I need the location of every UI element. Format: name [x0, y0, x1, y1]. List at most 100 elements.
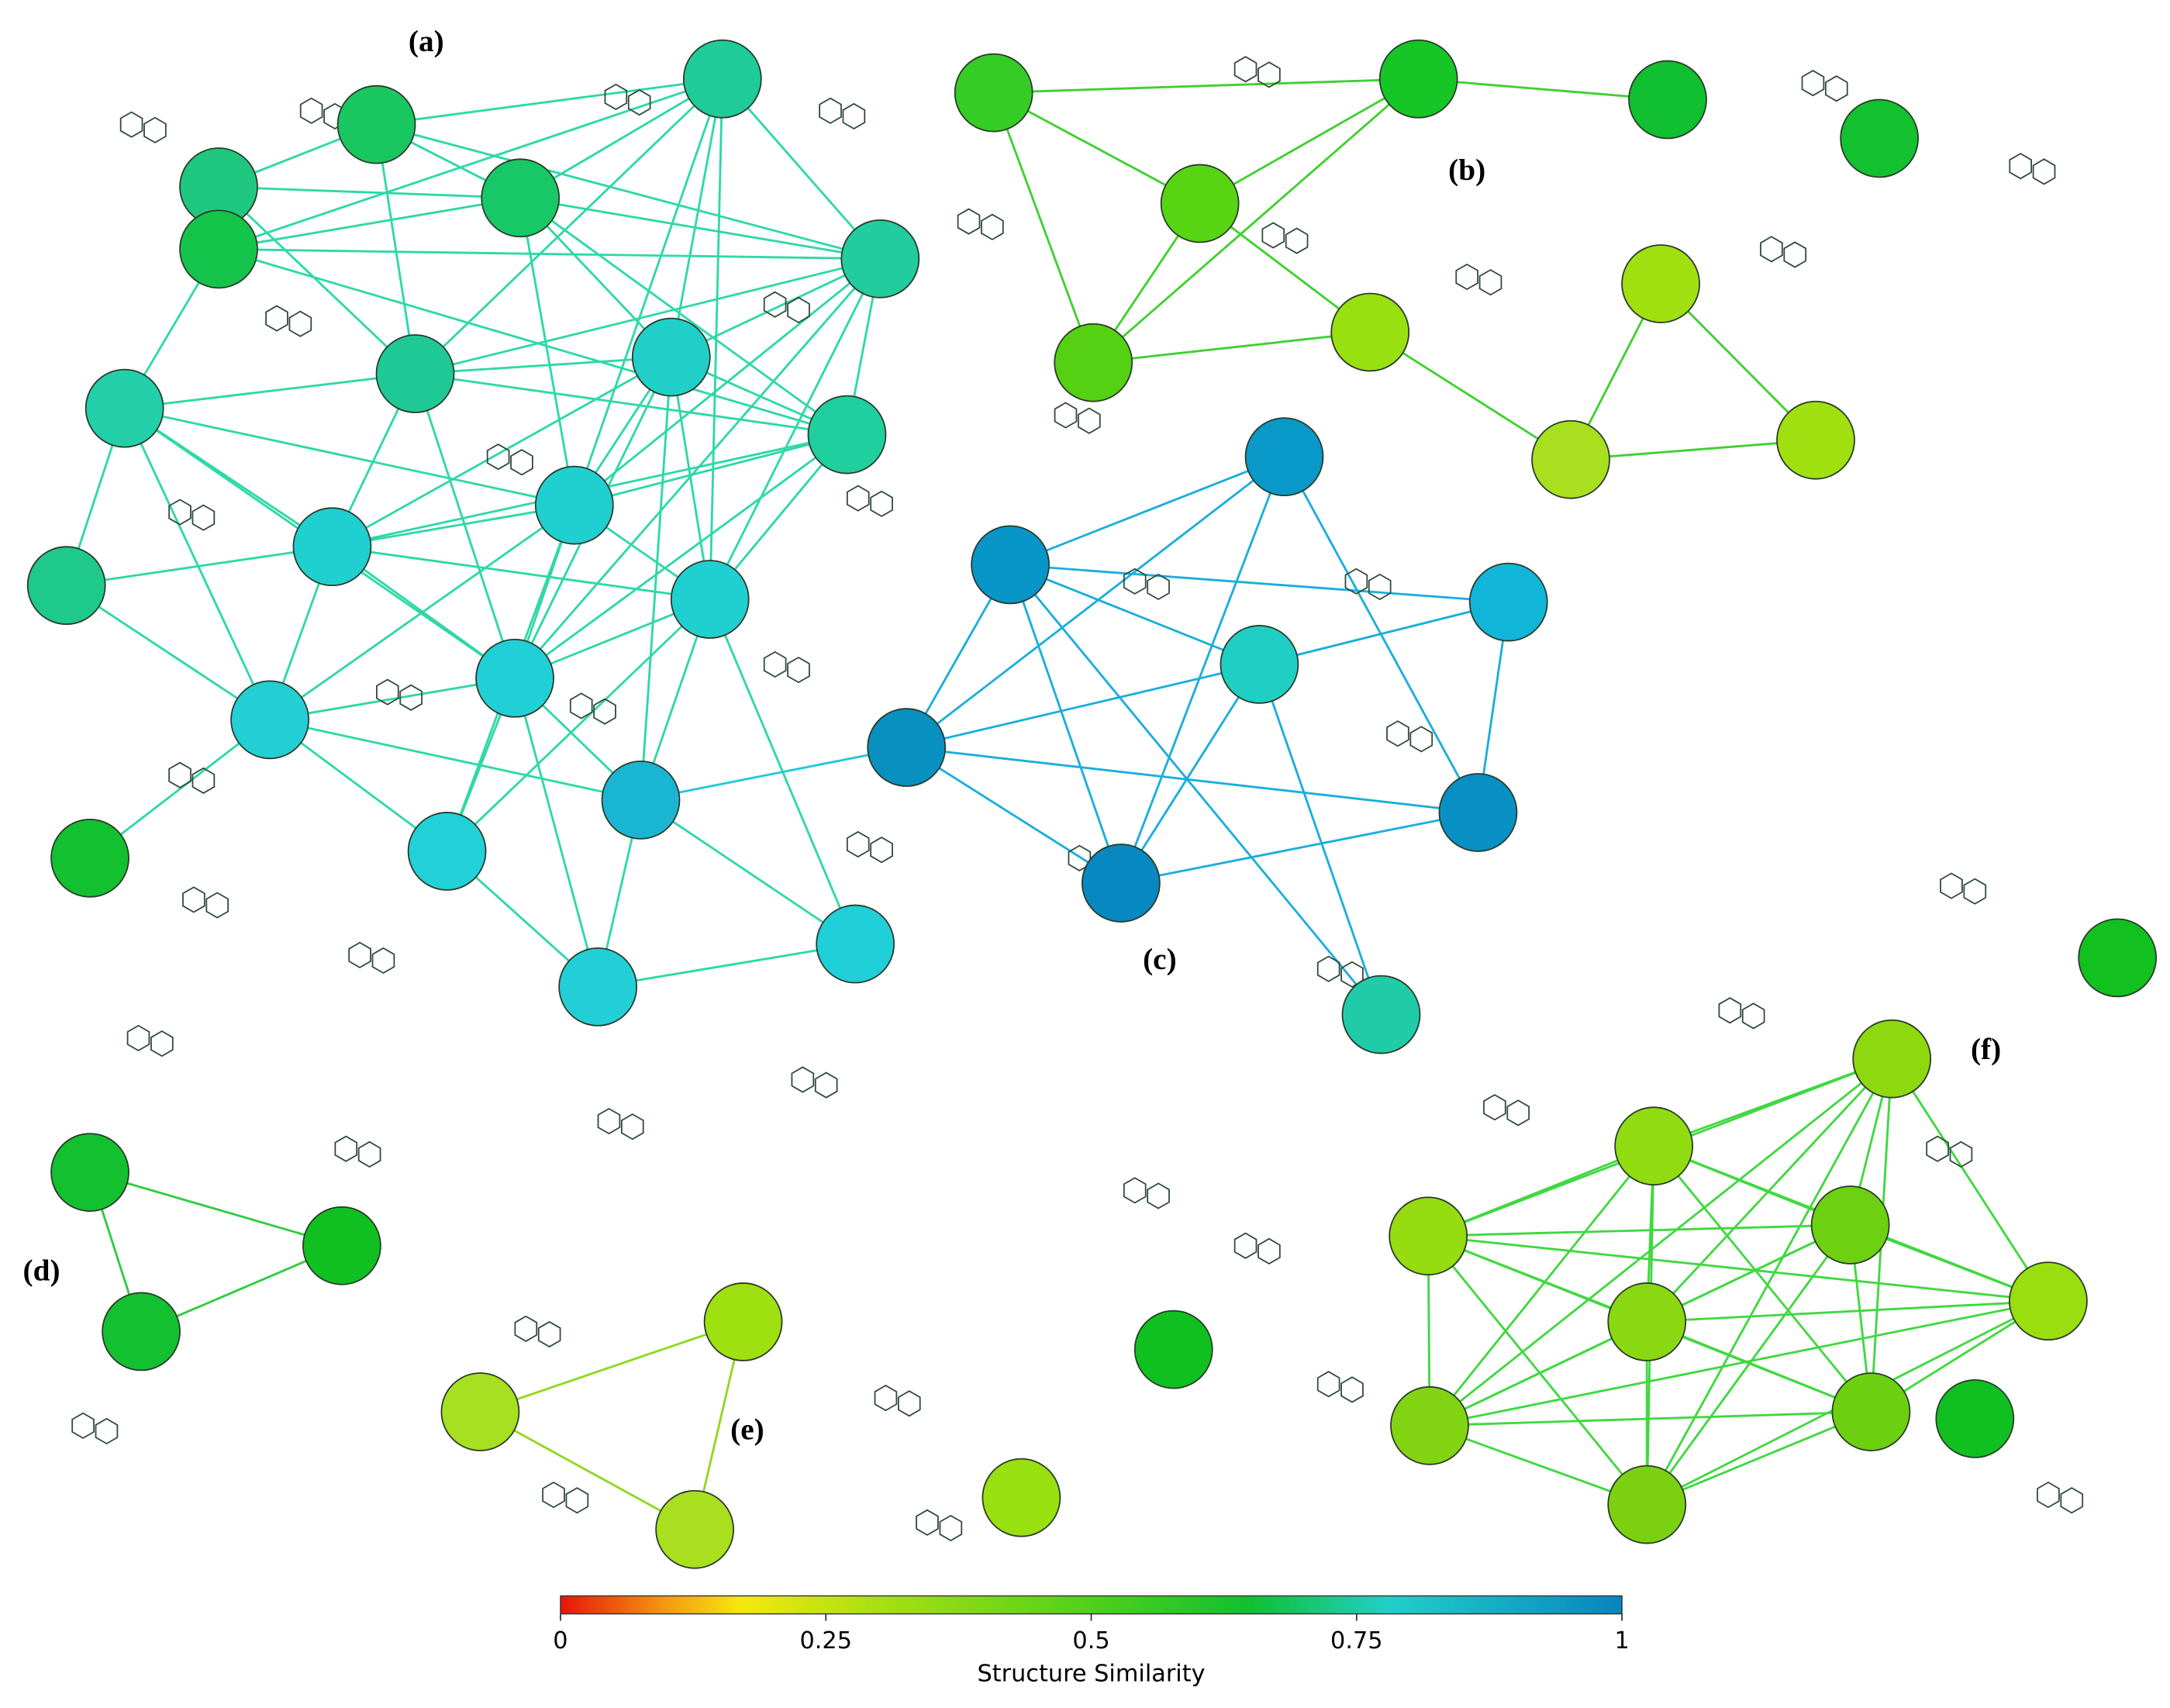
node — [816, 904, 895, 984]
colorbar-gradient — [560, 1595, 1623, 1615]
molecule — [1455, 263, 1502, 296]
node — [375, 334, 455, 413]
node — [601, 760, 681, 840]
edge — [219, 247, 881, 261]
edge — [640, 799, 856, 945]
edge — [124, 372, 416, 410]
molecule — [376, 678, 423, 711]
node — [1607, 1282, 1687, 1361]
edge — [1119, 456, 1285, 884]
colorbar-tick-label: 0.75 — [1330, 1627, 1383, 1655]
edge — [574, 433, 847, 506]
edge — [1009, 563, 1509, 604]
molecule — [957, 208, 1004, 240]
node — [50, 818, 129, 898]
molecule — [1316, 1371, 1364, 1403]
edge — [479, 1320, 744, 1413]
molecule — [846, 485, 893, 517]
node — [230, 680, 309, 760]
molecule — [916, 1509, 963, 1542]
edge — [1092, 78, 1420, 364]
node — [1390, 1385, 1469, 1465]
edge — [479, 1410, 695, 1530]
edge — [1646, 1410, 1872, 1506]
edge — [670, 78, 724, 357]
molecule — [1123, 1177, 1170, 1209]
molecule — [119, 111, 167, 143]
molecule — [1386, 720, 1433, 753]
edge — [1428, 1223, 1851, 1237]
cluster-label: (c) — [1143, 943, 1177, 976]
node — [1330, 292, 1410, 372]
colorbar-tick-label: 1 — [1614, 1627, 1629, 1655]
edge — [415, 372, 847, 436]
cluster-label: (d) — [23, 1254, 60, 1287]
node — [1160, 164, 1240, 243]
colorbar-tick-label: 0.25 — [799, 1627, 852, 1655]
edge — [514, 433, 848, 679]
molecule — [569, 692, 616, 725]
molecule — [763, 650, 810, 684]
edge — [1645, 1058, 1893, 1506]
node — [631, 317, 711, 397]
molecule — [1233, 1232, 1281, 1265]
node — [682, 39, 762, 119]
node — [1776, 400, 1855, 480]
node — [2078, 918, 2158, 998]
node — [1341, 975, 1421, 1054]
molecule — [791, 1066, 838, 1099]
edge — [519, 198, 576, 505]
edge — [1890, 1058, 2050, 1302]
node — [407, 812, 487, 891]
edge — [573, 78, 724, 506]
cluster-label: (e) — [730, 1413, 764, 1447]
molecule — [597, 1107, 644, 1140]
edge — [66, 545, 333, 587]
node — [292, 507, 372, 587]
edge — [597, 943, 856, 989]
edge — [376, 78, 723, 126]
edge — [376, 123, 881, 261]
node — [1852, 1019, 1932, 1099]
edge — [1199, 78, 1420, 205]
molecule — [1801, 70, 1848, 102]
edge — [1646, 1224, 1851, 1506]
cluster-label: (f) — [1971, 1033, 2001, 1066]
node — [1831, 1372, 1911, 1451]
molecule — [846, 830, 893, 864]
edge — [993, 78, 1419, 95]
molecule — [348, 941, 395, 975]
node — [336, 85, 416, 164]
cluster-labels: (a) (b) (c) (d) (e) (f) — [23, 25, 2002, 1447]
edge — [218, 196, 521, 250]
node — [50, 1133, 129, 1212]
node — [1389, 1196, 1468, 1276]
node — [1244, 417, 1324, 497]
node — [807, 395, 887, 474]
edge — [906, 746, 1122, 885]
node — [2009, 1261, 2088, 1341]
molecule — [486, 443, 533, 476]
molecule — [1316, 955, 1364, 988]
node — [982, 1458, 1061, 1537]
edge — [906, 746, 1478, 814]
node — [1607, 1465, 1687, 1544]
edge — [124, 407, 575, 507]
molecule — [334, 1135, 381, 1168]
molecule — [168, 499, 216, 531]
edge — [709, 78, 724, 600]
edge — [709, 258, 881, 600]
molecule — [604, 83, 651, 116]
edge — [415, 257, 881, 375]
molecule — [1718, 997, 1765, 1030]
node — [840, 219, 920, 298]
edge — [414, 373, 516, 679]
edge — [640, 357, 673, 800]
edge — [1428, 1234, 2049, 1303]
edge — [1120, 811, 1478, 885]
edge — [218, 78, 723, 250]
node — [534, 465, 614, 545]
molecule — [1054, 402, 1101, 434]
edge — [1647, 1299, 2048, 1323]
edge — [640, 746, 907, 802]
